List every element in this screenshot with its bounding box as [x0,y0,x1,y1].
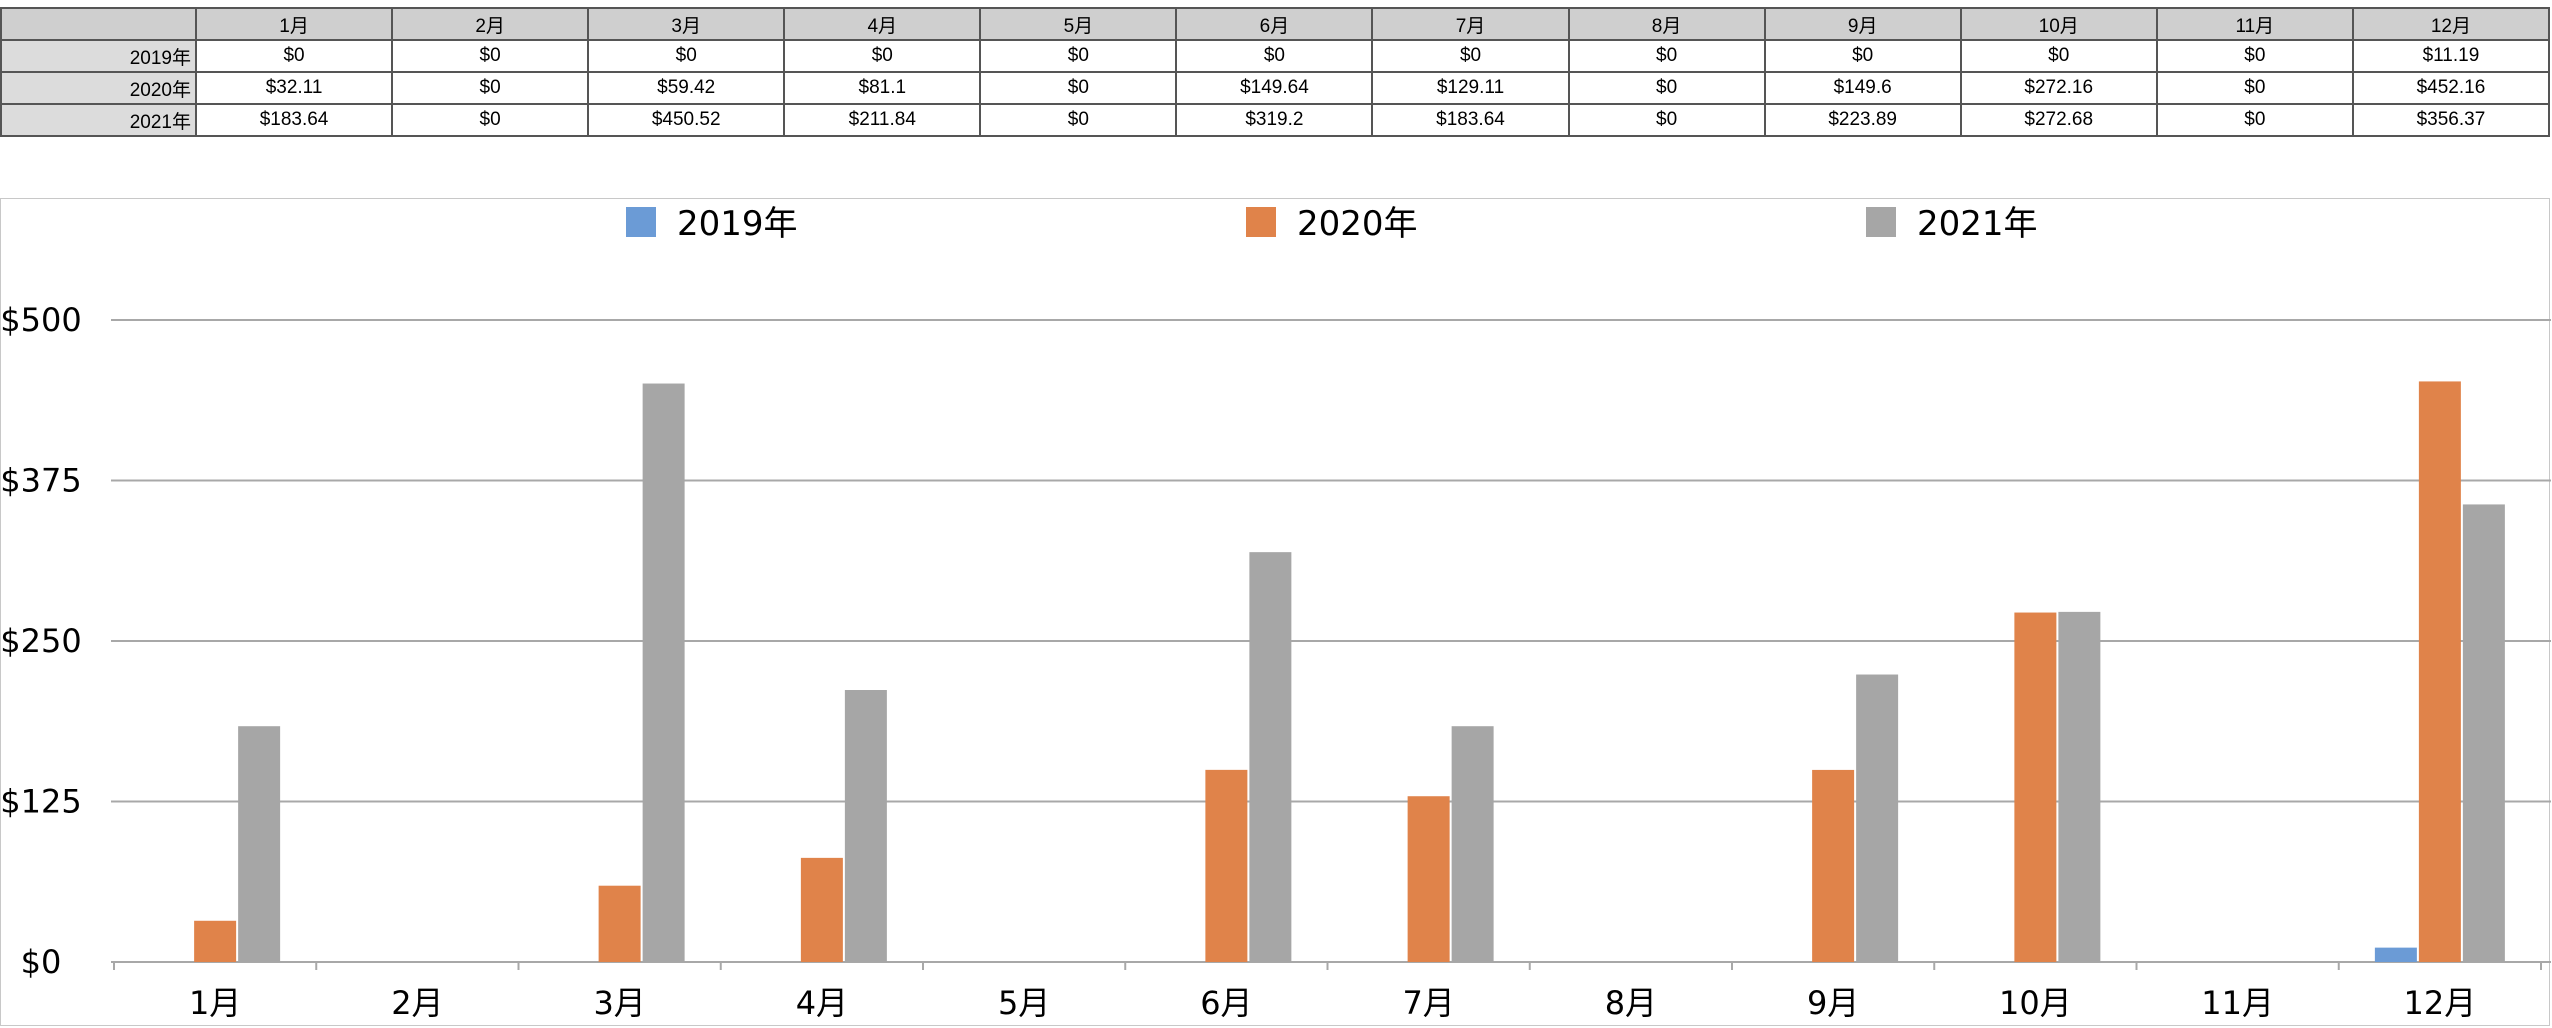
bar-2021年-3月 [642,383,685,962]
bar-2019年-12月 [2374,947,2417,962]
bar-2020年-7月 [1407,796,1450,962]
bar-2021年-1月 [238,726,281,962]
table-cell: $0 [391,39,590,73]
table-header-month: 1月 [194,7,394,41]
y-tick-label: $375 [1,462,82,500]
table-row: 2021年 $183.64 $0 $450.52 $211.84 $0 $319.2 $183… [0,103,2551,137]
legend-label: 2020年 [1297,204,1418,244]
table-cell: $0 [783,39,982,73]
table-header-month: 2月 [391,7,590,41]
bar-2021年-4月 [844,689,887,962]
table-corner-cell [0,7,197,41]
bar-2020年-9月 [1812,769,1855,962]
table-cell: $0 [2155,39,2354,73]
x-tick-label: 11月 [2201,984,2274,1022]
table-cell: $272.16 [1959,71,2158,105]
bar-2021年-6月 [1249,552,1292,962]
table-header-month: 7月 [1371,7,1570,41]
table-cell: $81.1 [783,71,982,105]
x-tick-label: 3月 [593,984,645,1022]
x-tick-label: 10月 [1999,984,2072,1022]
table-cell: $211.84 [783,103,982,137]
x-tick-label: 12月 [2404,984,2477,1022]
bar-2020年-1月 [194,920,237,962]
table-cell: $223.89 [1763,103,1962,137]
bar-2020年-3月 [598,885,641,962]
table-header-row: 1月 2月 3月 4月 5月 6月 7月 8月 9月 10月 11月 12月 [0,7,2551,41]
legend-swatch [626,207,656,237]
table-header-month: 12月 [2351,7,2551,41]
table-header-month: 9月 [1763,7,1962,41]
x-tick-label: 5月 [998,984,1050,1022]
table-header-month: 6月 [1175,7,1374,41]
table-row-label: 2020年 [0,71,197,105]
table-cell: $149.6 [1763,71,1962,105]
table-cell: $129.11 [1371,71,1570,105]
y-tick-label: $0 [21,943,62,981]
table-cell: $0 [194,39,394,73]
table-cell: $11.19 [2351,39,2551,73]
y-tick-label: $500 [1,301,82,339]
x-tick-label: 2月 [391,984,443,1022]
table-cell: $356.37 [2351,103,2551,137]
data-table: 1月 2月 3月 4月 5月 6月 7月 8月 9月 10月 11月 12月 2019年 $0 $0 $0 $… [0,7,2551,137]
table-cell: $0 [2155,103,2354,137]
table-cell: $0 [1567,39,1766,73]
table-cell: $0 [1567,71,1766,105]
table-header-month: 4月 [783,7,982,41]
bar-2021年-10月 [2058,611,2101,962]
legend-label: 2021年 [1917,204,2038,244]
table-header-month: 3月 [587,7,786,41]
table-cell: $0 [391,71,590,105]
y-tick-label: $125 [1,783,82,821]
table-row: 2020年 $32.11 $0 $59.42 $81.1 $0 $149.64 $129.11… [0,71,2551,105]
table-cell: $452.16 [2351,71,2551,105]
x-tick-label: 6月 [1200,984,1252,1022]
bar-chart: $0 $125 $250 $375 $500 1月 2月 3月 4月 5月 6月 7月 8月 9月 10月 1… [1,204,2551,1022]
y-tick-label: $250 [1,622,82,660]
table-cell: $32.11 [194,71,394,105]
bar-2021年-9月 [1856,674,1899,962]
legend-label: 2019年 [677,204,798,244]
table-cell: $0 [1175,39,1374,73]
table-cell: $0 [1371,39,1570,73]
table-cell: $59.42 [587,71,786,105]
bar-2020年-4月 [800,857,843,962]
table-cell: $0 [587,39,786,73]
table-cell: $0 [1567,103,1766,137]
table-cell: $0 [1959,39,2158,73]
bar-2021年-7月 [1451,726,1494,962]
bar-2020年-12月 [2418,381,2461,962]
table-cell: $0 [979,39,1178,73]
table-cell: $0 [979,71,1178,105]
table-cell: $183.64 [194,103,394,137]
table-row: 2019年 $0 $0 $0 $0 $0 $0 $0 $0 $0 $0 $0 $11.19 [0,39,2551,73]
table-cell: $0 [1763,39,1962,73]
table-cell: $0 [979,103,1178,137]
table-header-month: 5月 [979,7,1178,41]
table-cell: $149.64 [1175,71,1374,105]
chart-area: $0 $125 $250 $375 $500 1月 2月 3月 4月 5月 6月 7月 8月 9月 10月 1… [0,198,2551,1026]
legend-swatch [1246,207,1276,237]
table-header-month: 11月 [2155,7,2354,41]
x-tick-label: 9月 [1807,984,1859,1022]
table-header-month: 8月 [1567,7,1766,41]
table-cell: $319.2 [1175,103,1374,137]
bar-2020年-10月 [2014,612,2057,962]
table-cell: $183.64 [1371,103,1570,137]
table-cell: $272.68 [1959,103,2158,137]
x-tick-label: 4月 [796,984,848,1022]
legend-swatch [1866,207,1896,237]
bar-2021年-12月 [2462,504,2505,962]
x-tick-label: 1月 [189,984,241,1022]
table-header-month: 10月 [1959,7,2158,41]
table-row-label: 2021年 [0,103,197,137]
table-cell: $450.52 [587,103,786,137]
x-tick-label: 7月 [1402,984,1454,1022]
table-cell: $0 [391,103,590,137]
bar-2020年-6月 [1205,769,1248,962]
table-cell: $0 [2155,71,2354,105]
x-tick-label: 8月 [1605,984,1657,1022]
table-row-label: 2019年 [0,39,197,73]
